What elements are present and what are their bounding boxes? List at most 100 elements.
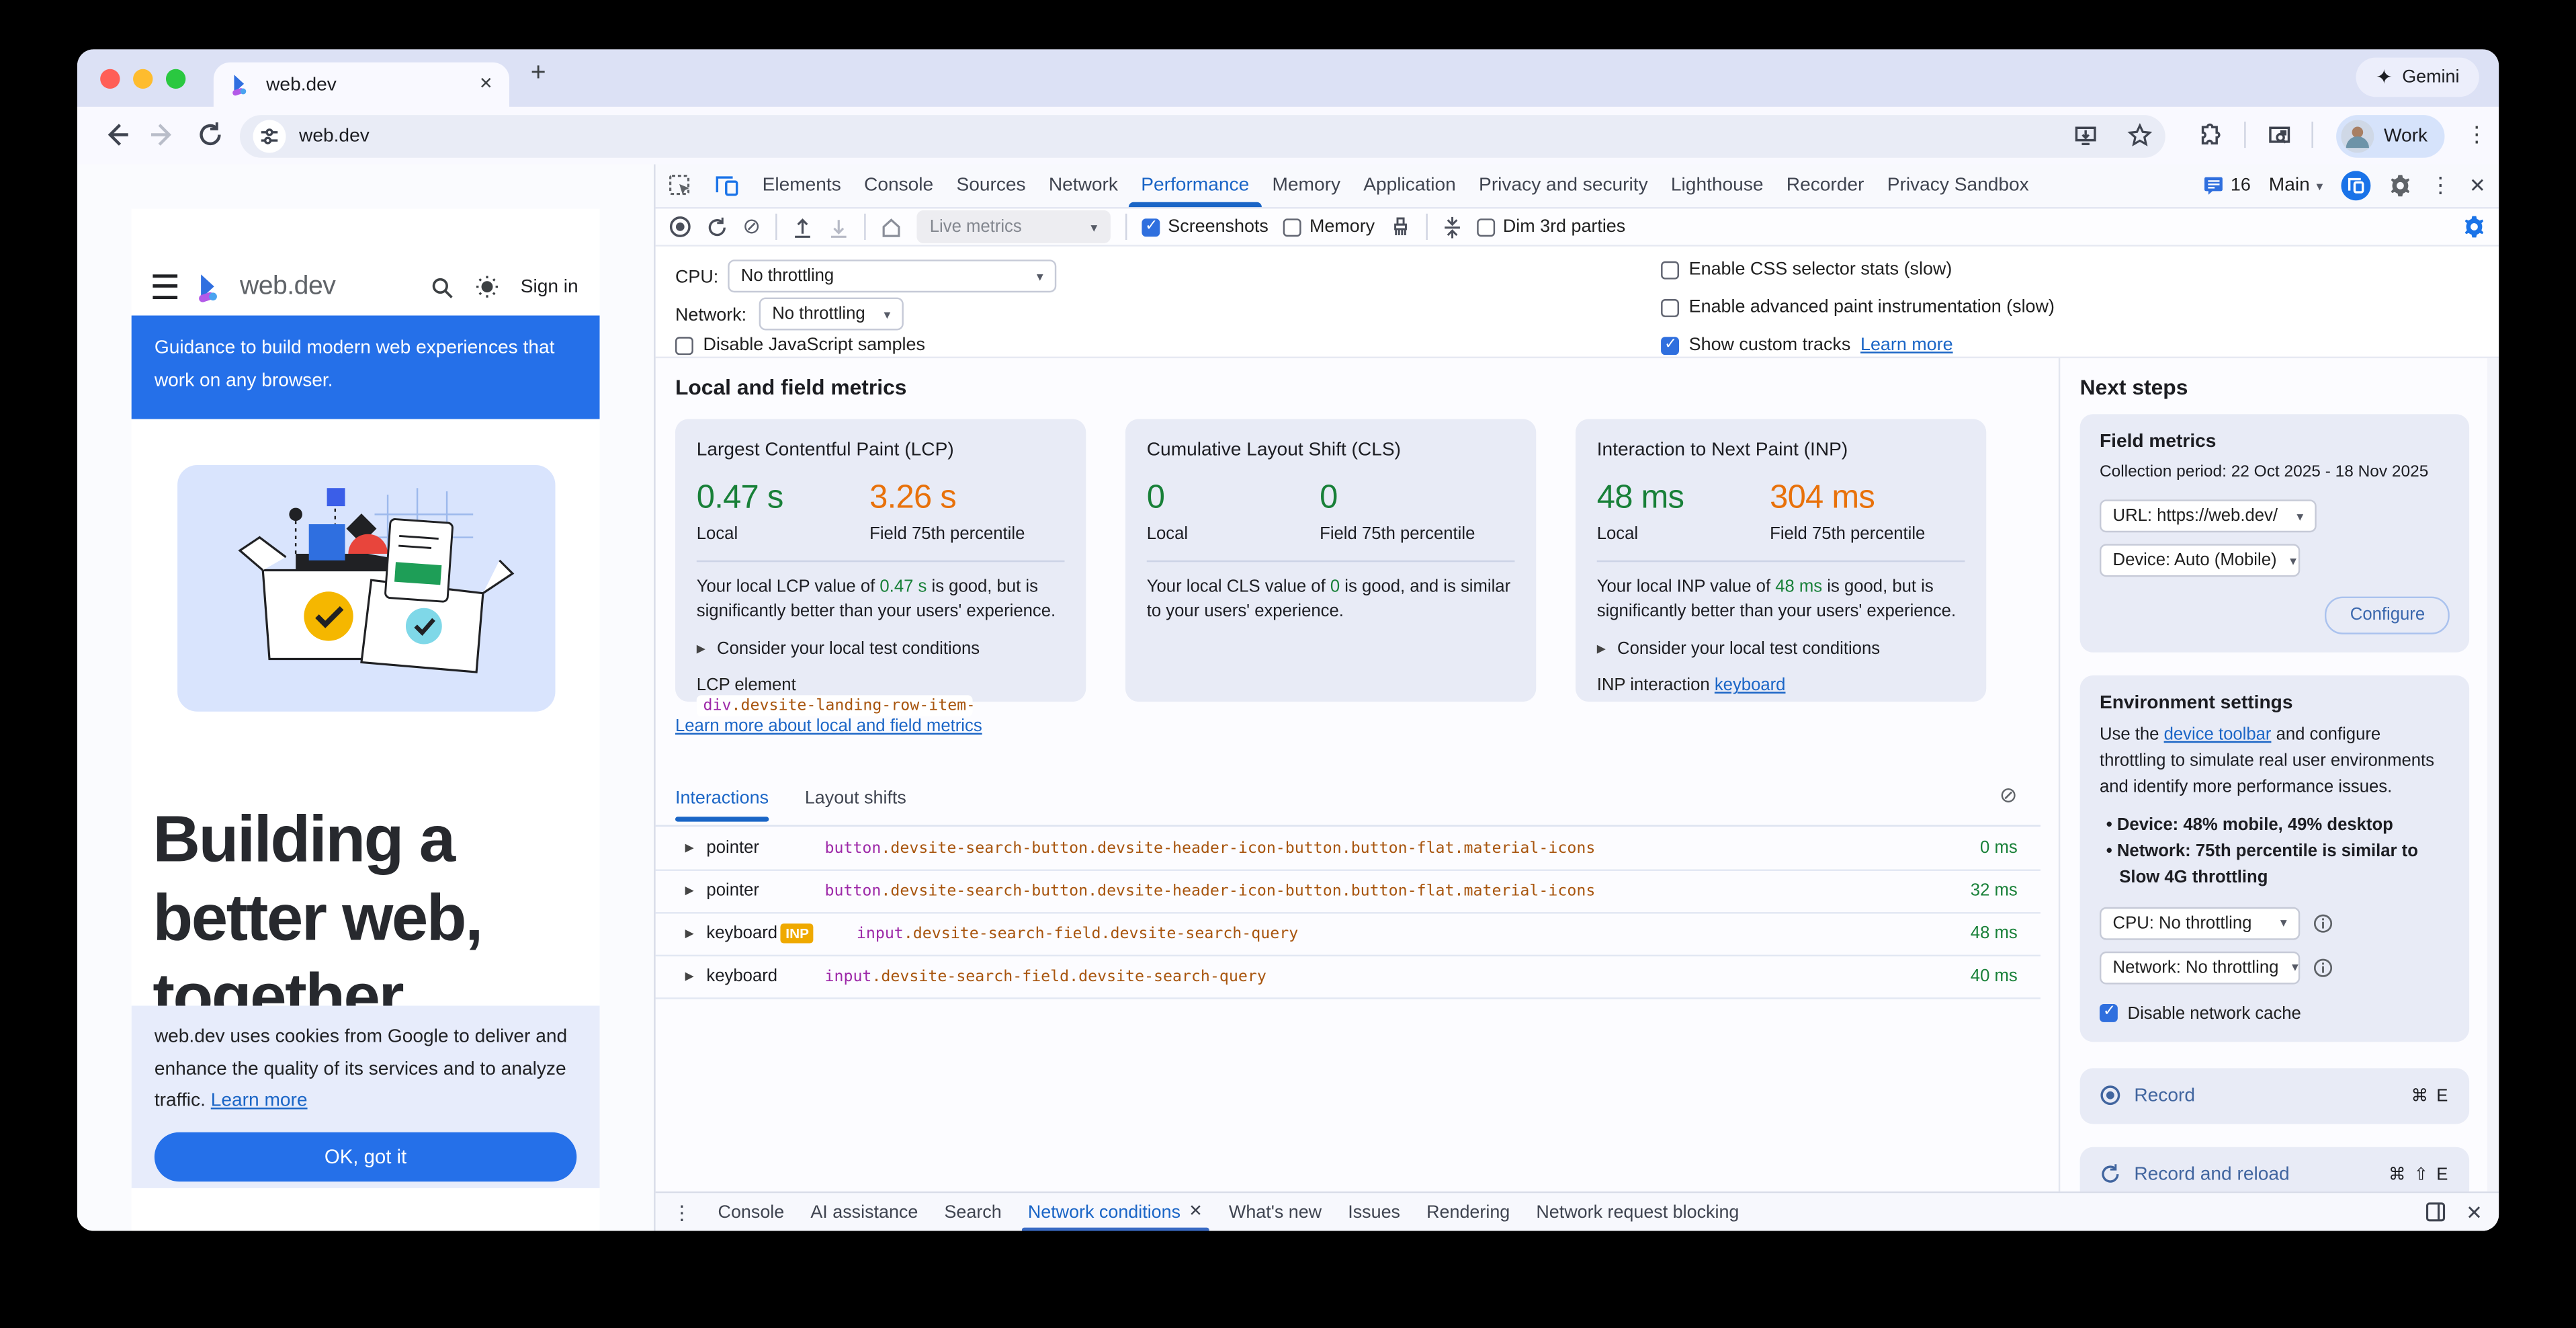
inp-consider-expander[interactable]: ▶ Consider your local test conditions xyxy=(1596,640,1881,660)
install-icon[interactable] xyxy=(2073,123,2098,148)
css-selector-stats-checkbox[interactable]: Enable CSS selector stats (slow) xyxy=(1661,259,1952,280)
hero-heading: Building a better web, together xyxy=(153,803,483,1034)
tab-performance[interactable]: Performance xyxy=(1127,175,1262,208)
record-reload-icon[interactable] xyxy=(706,216,728,238)
profile-button[interactable]: Work xyxy=(2336,114,2444,157)
sign-in-link[interactable]: Sign in xyxy=(520,277,578,297)
drawer-tab-network-conditions[interactable]: Network conditions ✕ xyxy=(1021,1202,1210,1231)
disable-network-cache-checkbox[interactable]: ✓ Disable network cache xyxy=(2099,1003,2450,1023)
gemini-button[interactable]: ✦ Gemini xyxy=(2356,57,2479,97)
field-device-select[interactable]: Device: Auto (Mobile) ▾ xyxy=(2099,544,2301,577)
env-cpu-select[interactable]: CPU: No throttling ▾ xyxy=(2099,906,2301,940)
main-context-dropdown[interactable]: Main ▾ xyxy=(2268,175,2323,196)
drawer-menu-icon[interactable]: ⋮ xyxy=(672,1200,692,1224)
site-brand[interactable]: web.dev xyxy=(239,272,336,300)
dock-panel-icon[interactable] xyxy=(2425,1201,2446,1222)
upload-profile-icon[interactable] xyxy=(791,216,813,238)
drawer-tab-whats-new[interactable]: What's new xyxy=(1228,1202,1322,1222)
site-search-icon[interactable] xyxy=(430,276,453,298)
metrics-learn-more-link[interactable]: Learn more about local and field metrics xyxy=(675,716,982,737)
hamburger-icon[interactable] xyxy=(153,274,178,300)
forward-icon[interactable] xyxy=(150,122,176,148)
device-toolbar-link[interactable]: device toolbar xyxy=(2163,724,2272,745)
maximize-window-button[interactable] xyxy=(165,69,186,89)
interaction-row[interactable]: ▶ keyboard input.devsite-search-field.de… xyxy=(655,955,2041,999)
env-network-select[interactable]: Network: No throttling ▾ xyxy=(2099,950,2301,984)
field-url-select[interactable]: URL: https://web.dev/▾ xyxy=(2099,499,2317,533)
settings-gear-icon[interactable] xyxy=(2389,174,2411,197)
network-throttling-select[interactable]: No throttling ▾ xyxy=(759,297,904,331)
advanced-paint-checkbox[interactable]: Enable advanced paint instrumentation (s… xyxy=(1661,298,2055,317)
inp-interaction-link[interactable]: keyboard xyxy=(1714,676,1786,696)
drawer-tab-network-request-blocking[interactable]: Network request blocking xyxy=(1536,1202,1740,1222)
lcp-consider-expander[interactable]: ▶ Consider your local test conditions xyxy=(696,640,980,660)
cookie-ok-button[interactable]: OK, got it xyxy=(154,1131,577,1181)
custom-tracks-learn-more-link[interactable]: Learn more xyxy=(1860,335,1953,356)
drawer-tab-ai-assistance[interactable]: AI assistance xyxy=(810,1202,918,1222)
tab-console[interactable]: Console xyxy=(864,175,934,196)
cpu-throttling-select[interactable]: No throttling ▾ xyxy=(728,259,1057,293)
site-info-icon[interactable] xyxy=(253,119,286,153)
browser-tab[interactable]: web.dev ✕ xyxy=(213,62,510,107)
screencast-icon[interactable] xyxy=(2341,171,2371,201)
scrollbar[interactable] xyxy=(2487,358,2499,1192)
tab-elements[interactable]: Elements xyxy=(762,175,841,196)
drawer-tab-rendering[interactable]: Rendering xyxy=(1426,1202,1510,1222)
minimize-window-button[interactable] xyxy=(133,69,153,89)
drawer-tab-console[interactable]: Console xyxy=(718,1202,785,1222)
search-tabs-icon[interactable] xyxy=(2267,123,2292,148)
interaction-row[interactable]: ▶ pointer button.devsite-search-button.d… xyxy=(655,870,2041,914)
theme-toggle-icon[interactable] xyxy=(474,274,499,299)
show-custom-tracks-checkbox[interactable]: ✓ Show custom tracks Learn more xyxy=(1661,335,1953,356)
inspect-icon[interactable] xyxy=(669,174,691,197)
close-window-button[interactable] xyxy=(100,69,120,89)
back-icon[interactable] xyxy=(103,122,130,148)
tab-memory[interactable]: Memory xyxy=(1272,175,1341,196)
extensions-icon[interactable] xyxy=(2198,123,2223,148)
bookmark-star-icon[interactable] xyxy=(2127,123,2153,148)
download-profile-icon[interactable] xyxy=(828,216,849,238)
tab-network[interactable]: Network xyxy=(1048,175,1118,196)
live-metrics-home-icon[interactable] xyxy=(880,216,902,238)
tab-recorder[interactable]: Recorder xyxy=(1786,175,1864,196)
tab-privacy-sandbox[interactable]: Privacy Sandbox xyxy=(1887,175,2029,196)
info-icon[interactable] xyxy=(2313,913,2333,932)
url-bar[interactable]: web.dev xyxy=(239,114,2165,157)
devtools-menu-icon[interactable]: ⋮ xyxy=(2430,172,2452,198)
tab-layout-shifts[interactable]: Layout shifts xyxy=(804,788,906,809)
info-icon[interactable] xyxy=(2313,957,2333,977)
reload-icon[interactable] xyxy=(197,122,223,148)
screenshots-checkbox[interactable]: ✓ Screenshots xyxy=(1142,216,1269,237)
performance-settings-pane: CPU: No throttling ▾ Network: No throttli… xyxy=(655,246,2499,359)
tab-close-icon[interactable]: ✕ xyxy=(479,75,493,93)
record-button[interactable]: Record ⌘ E xyxy=(2079,1067,2470,1124)
interaction-row[interactable]: ▶ pointer button.devsite-search-button.d… xyxy=(655,827,2041,871)
configure-button[interactable]: Configure xyxy=(2325,596,2450,634)
new-tab-button[interactable]: + xyxy=(530,59,546,87)
browser-menu-icon[interactable]: ⋮ xyxy=(2466,121,2488,147)
dim-3rd-parties-checkbox[interactable]: Dim 3rd parties xyxy=(1476,217,1625,237)
drawer-close-icon[interactable]: ✕ xyxy=(2466,1200,2483,1224)
disable-js-samples-checkbox[interactable]: Disable JavaScript samples xyxy=(675,335,925,355)
collapse-tracks-icon[interactable] xyxy=(1442,216,1461,238)
device-toolbar-icon[interactable] xyxy=(715,174,740,197)
tab-privacy-security[interactable]: Privacy and security xyxy=(1479,175,1648,196)
cookie-learn-more-link[interactable]: Learn more xyxy=(210,1091,308,1112)
drawer-tab-search[interactable]: Search xyxy=(944,1202,1002,1222)
clear-interactions-icon[interactable]: ⊘ xyxy=(1999,782,2018,807)
tab-sources[interactable]: Sources xyxy=(956,175,1026,196)
lcp-element-code[interactable]: div.devsite-landing-row-item-d… xyxy=(696,696,973,718)
interaction-row[interactable]: ▶ keyboard INP input.devsite-search-fiel… xyxy=(655,912,2041,957)
tab-application[interactable]: Application xyxy=(1363,175,1456,196)
console-messages-button[interactable]: 16 xyxy=(2202,176,2251,196)
drawer-tab-issues[interactable]: Issues xyxy=(1348,1202,1400,1222)
collect-garbage-icon[interactable] xyxy=(1389,216,1411,238)
devtools-close-icon[interactable]: ✕ xyxy=(2468,174,2486,198)
record-icon[interactable] xyxy=(669,215,691,238)
tab-lighthouse[interactable]: Lighthouse xyxy=(1670,175,1764,196)
performance-settings-gear-icon[interactable] xyxy=(2462,215,2485,238)
clear-icon[interactable]: ⊘ xyxy=(742,213,761,239)
memory-checkbox[interactable]: Memory xyxy=(1283,217,1375,237)
tab-interactions[interactable]: Interactions xyxy=(675,788,769,822)
close-icon[interactable]: ✕ xyxy=(1189,1202,1203,1221)
